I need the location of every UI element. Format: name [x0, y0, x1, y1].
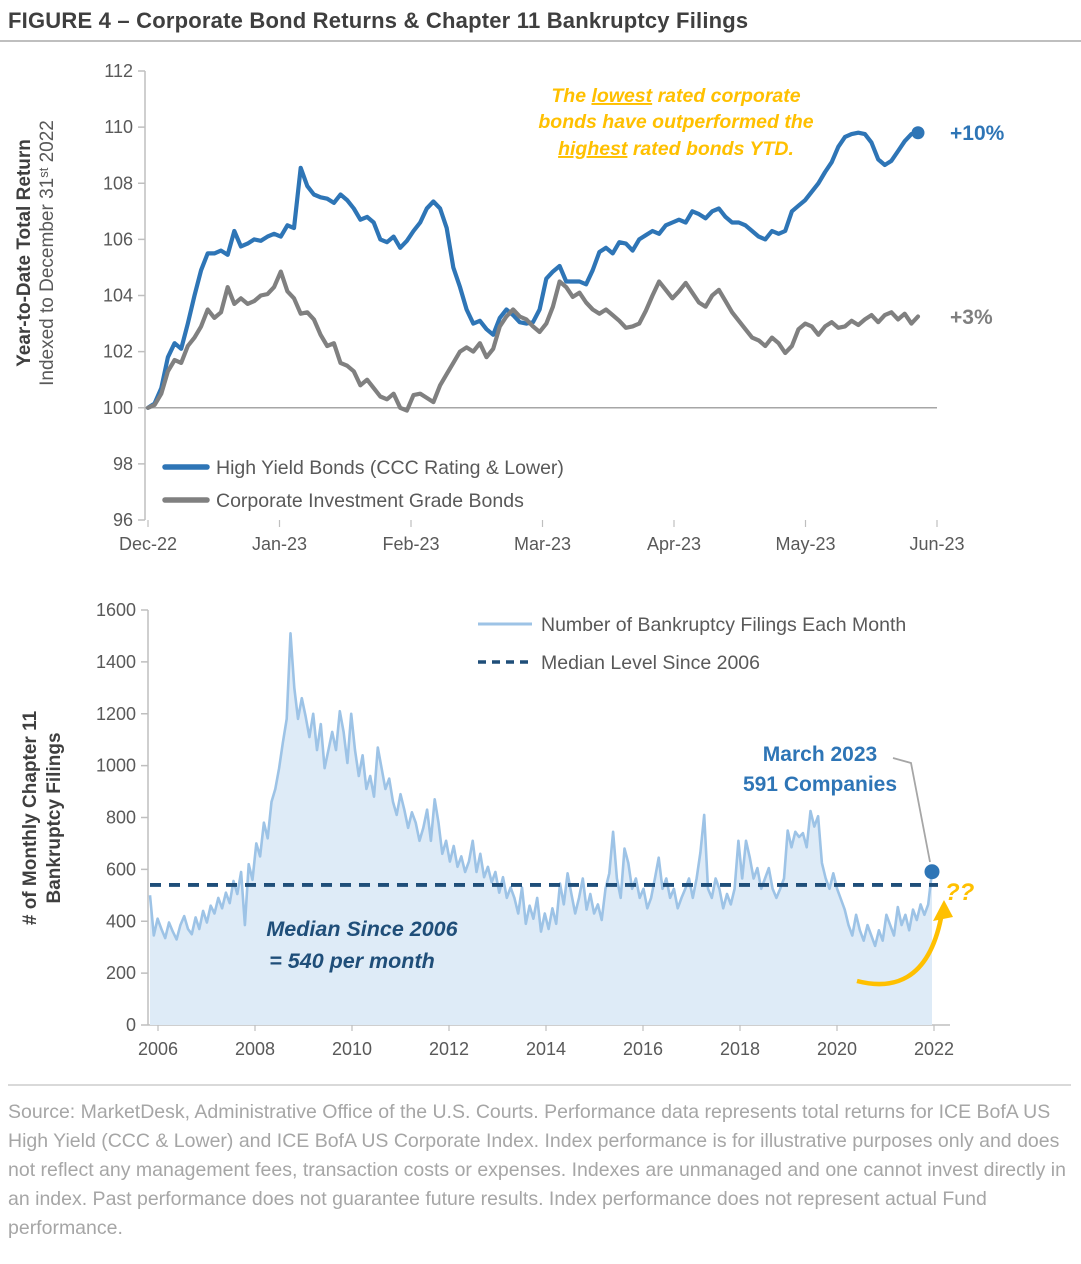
- annotation-line1-post: rated corporate: [652, 85, 801, 107]
- annotation-line1-underlined: lowest: [591, 85, 653, 107]
- high-yield-line: [148, 133, 918, 408]
- bottom-x-tick-label: 2018: [720, 1039, 760, 1059]
- figure-header: FIGURE 4 – Corporate Bond Returns & Chap…: [0, 0, 1081, 42]
- top-y-axis-subtitle: Indexed to December 31st 2022: [36, 120, 58, 386]
- filings-legend-label: Number of Bankruptcy Filings Each Month: [541, 614, 906, 636]
- median-legend-label: Median Level Since 2006: [541, 652, 760, 674]
- bottom-y-tick-label: 0: [126, 1015, 136, 1035]
- bottom-x-tick-label: 2012: [429, 1039, 469, 1059]
- march-2023-dot: [925, 864, 940, 879]
- filings-area-fill: [150, 633, 932, 1025]
- high-yield-legend-label: High Yield Bonds (CCC Rating & Lower): [216, 457, 564, 479]
- top-x-tick-label: Dec-22: [119, 534, 177, 554]
- annotation-line-2: bonds have outperformed the: [538, 111, 813, 133]
- top-y-tick-label: 108: [103, 173, 133, 193]
- top-y-tick-label: 98: [113, 454, 133, 474]
- top-chart-legend: High Yield Bonds (CCC Rating & Lower) Co…: [165, 457, 564, 512]
- bottom-x-tick-label: 2016: [623, 1039, 663, 1059]
- top-x-tick-label: Jun-23: [909, 534, 964, 554]
- march-callout-line1: March 2023: [763, 743, 877, 766]
- bottom-y-tick-label: 1000: [96, 756, 136, 776]
- outperformance-annotation: The lowest rated corporate bonds have ou…: [538, 85, 813, 160]
- top-x-tick-label: May-23: [775, 534, 835, 554]
- median-annotation-line1: Median Since 2006: [266, 917, 458, 941]
- annotation-line1-pre: The: [551, 85, 591, 107]
- bottom-x-tick-label: 2008: [235, 1039, 275, 1059]
- top-y-tick-label: 106: [103, 229, 133, 249]
- figure-page: FIGURE 4 – Corporate Bond Returns & Chap…: [0, 0, 1081, 1264]
- top-chart-plot-area: 112 110 108 106 104 102 100 98 96 Dec-22 Jan-23 Feb…: [103, 61, 965, 554]
- march-2023-callout: March 2023 591 Companies: [743, 743, 930, 862]
- question-marks-label: ??: [945, 879, 975, 906]
- bottom-y-tick-label: 600: [106, 859, 136, 879]
- top-y-tick-label: 110: [104, 117, 133, 137]
- bottom-y-axis-title-line2: Bankruptcy Filings: [44, 732, 65, 903]
- investment-grade-legend-label: Corporate Investment Grade Bonds: [216, 490, 524, 512]
- top-y-tick-label: 102: [103, 342, 133, 362]
- bottom-x-tick-label: 2020: [817, 1039, 857, 1059]
- bottom-y-tick-label: 1200: [96, 704, 136, 724]
- bottom-y-tick-label: 400: [106, 911, 136, 931]
- top-y-tick-label: 112: [104, 61, 133, 81]
- top-y-axis-subtitle-sup: st: [36, 167, 51, 178]
- bottom-x-tick-label: 2014: [526, 1039, 566, 1059]
- high-yield-end-label: +10%: [950, 122, 1005, 145]
- march-callout-leader-line: [893, 758, 930, 862]
- bottom-x-tick-label: 2022: [914, 1039, 954, 1059]
- source-disclaimer-text: Source: MarketDesk, Administrative Offic…: [8, 1084, 1071, 1243]
- top-y-tick-label: 96: [113, 510, 133, 530]
- investment-grade-end-label: +3%: [950, 306, 993, 329]
- bottom-y-tick-label: 800: [106, 808, 136, 828]
- top-x-tick-label: Feb-23: [382, 534, 439, 554]
- high-yield-end-dot: [912, 126, 925, 139]
- bottom-y-tick-label: 1400: [96, 652, 136, 672]
- top-x-tick-label: Jan-23: [252, 534, 307, 554]
- bottom-y-tick-label: 200: [106, 963, 136, 983]
- top-y-axis-subtitle-pre: Indexed to December 31: [37, 178, 58, 386]
- bottom-chart-legend: Number of Bankruptcy Filings Each Month …: [478, 614, 906, 674]
- top-y-axis-subtitle-post: 2022: [37, 120, 58, 168]
- median-annotation-line2: = 540 per month: [269, 949, 434, 973]
- bottom-x-tick-label: 2006: [138, 1039, 178, 1059]
- bottom-y-tick-label: 1600: [96, 600, 136, 620]
- annotation-line3-post: rated bonds YTD.: [627, 138, 794, 160]
- annotation-line-1: The lowest rated corporate: [551, 85, 800, 107]
- top-y-axis-title: Year-to-Date Total Return: [14, 139, 35, 367]
- top-x-tick-label: Apr-23: [647, 534, 701, 554]
- annotation-line3-underlined: highest: [558, 138, 629, 160]
- bottom-y-axis-title-line1: # of Monthly Chapter 11: [20, 710, 41, 925]
- bottom-x-tick-label: 2010: [332, 1039, 372, 1059]
- top-y-tick-label: 100: [103, 398, 133, 418]
- annotation-line-3: highest rated bonds YTD.: [558, 138, 794, 160]
- top-y-tick-label: 104: [103, 286, 133, 306]
- top-x-tick-label: Mar-23: [514, 534, 571, 554]
- bottom-chart-plot-area: 1600 1400 1200 1000 800 600 400 200 02006 2008 201…: [96, 600, 954, 1059]
- figure-title: FIGURE 4 – Corporate Bond Returns & Chap…: [8, 8, 1071, 34]
- bankruptcy-filings-area-chart: # of Monthly Chapter 11 Bankruptcy Filin…: [0, 578, 1081, 1078]
- march-callout-line2: 591 Companies: [743, 773, 897, 796]
- investment-grade-line: [148, 272, 918, 411]
- bond-returns-line-chart: Year-to-Date Total Return Indexed to Dec…: [0, 58, 1081, 578]
